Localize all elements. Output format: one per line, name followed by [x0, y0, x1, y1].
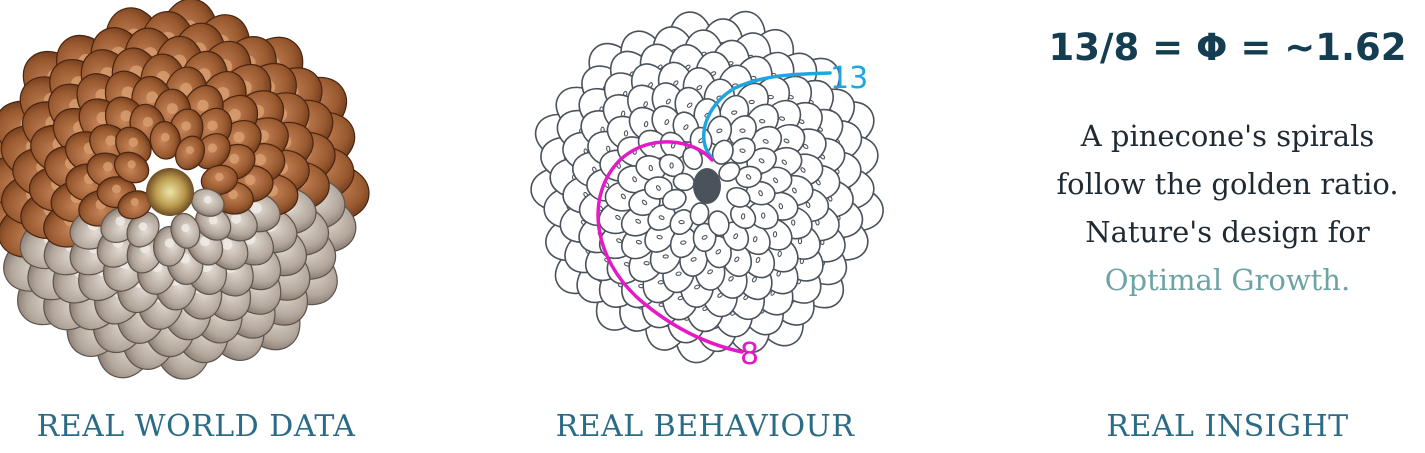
insight-line-2: follow the golden ratio.: [1056, 167, 1399, 201]
pinecone-core: [146, 168, 194, 216]
spiral-8-line: [596, 140, 744, 354]
insight-accent-line: Optimal Growth.: [1104, 263, 1351, 297]
spiral-label-13: 13: [830, 61, 868, 96]
pinecone-photo: [0, 0, 370, 380]
caption-real-world-data: REAL WORLD DATA: [36, 409, 356, 444]
panel-real-behaviour: 13 8 REAL BEHAVIOUR: [480, 0, 930, 453]
spiral-13-line: [702, 71, 832, 160]
diagram-center: [693, 168, 721, 204]
panel-real-world-data: REAL WORLD DATA: [0, 0, 380, 453]
spiral-label-8: 8: [740, 337, 759, 372]
golden-ratio-equation: 13/8 = Φ = ~1.62: [1048, 26, 1407, 69]
caption-real-behaviour: REAL BEHAVIOUR: [555, 409, 855, 444]
panel-real-insight: 13/8 = Φ = ~1.62 A pinecone's spirals fo…: [1030, 0, 1425, 453]
insight-line-3: Nature's design for: [1085, 215, 1370, 249]
insight-description: A pinecone's spirals follow the golden r…: [1030, 112, 1425, 304]
caption-real-insight: REAL INSIGHT: [1106, 409, 1349, 444]
insight-line-1: A pinecone's spirals: [1080, 119, 1375, 153]
pinecone-spiral-diagram: 13 8: [530, 10, 884, 372]
